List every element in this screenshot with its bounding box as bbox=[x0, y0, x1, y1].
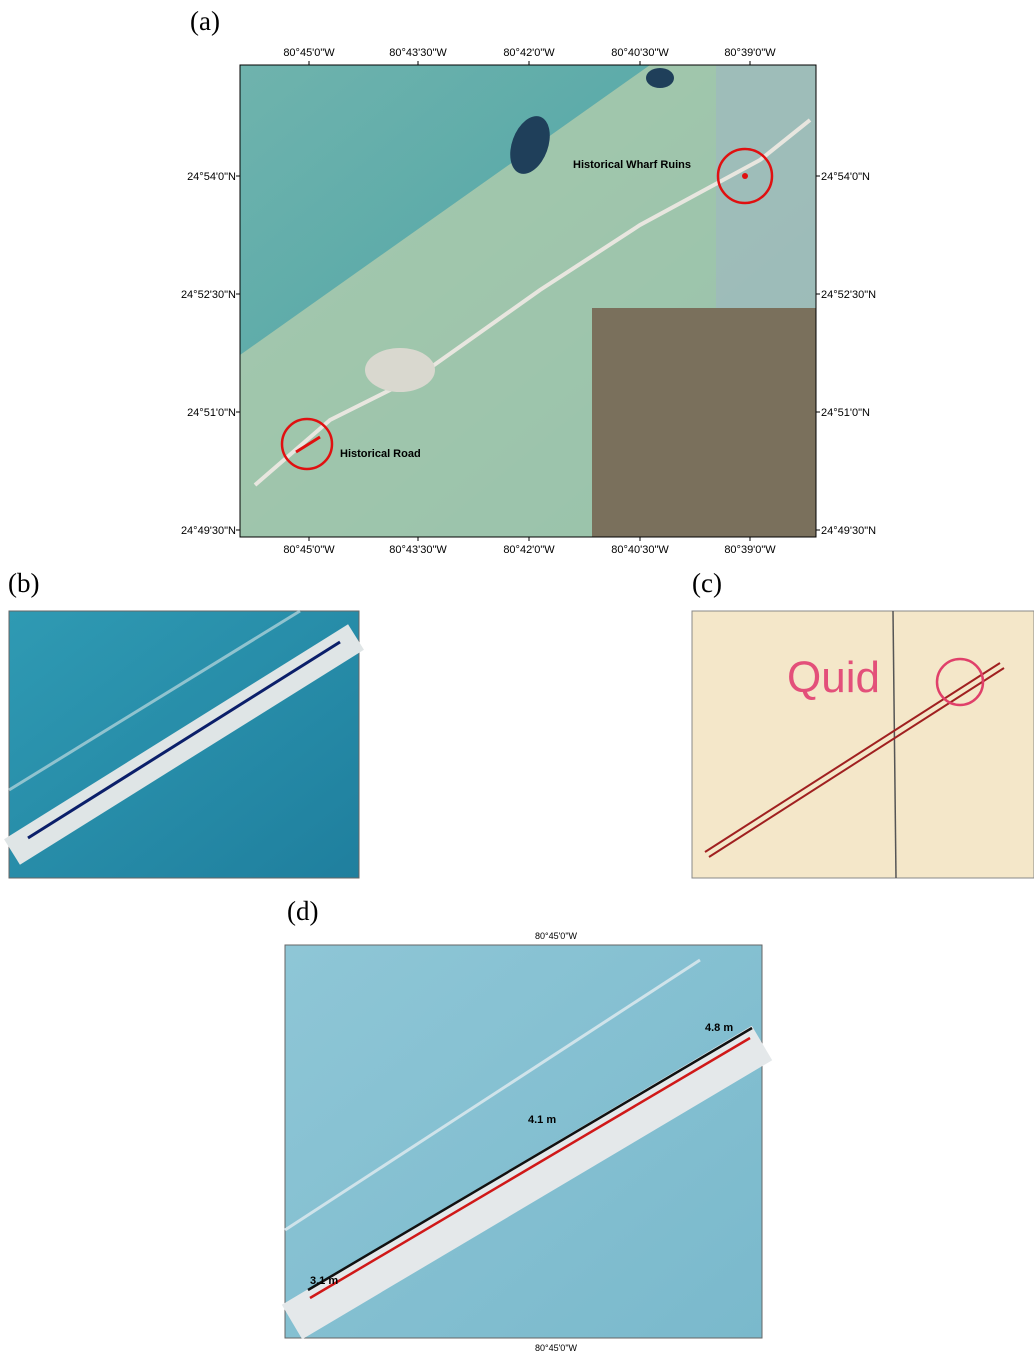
latitude-label: 24°51'0"N bbox=[187, 407, 236, 419]
latitude-label: 24°51'0"N bbox=[821, 407, 870, 419]
annotation: Historical Road bbox=[340, 448, 421, 460]
lake bbox=[646, 68, 674, 88]
latitude-label: 24°49'30"N bbox=[821, 525, 876, 537]
longitude-label: 80°43'30"W bbox=[389, 47, 447, 59]
panel-label: (b) bbox=[8, 568, 39, 598]
latitude-label: 24°54'0"N bbox=[187, 171, 236, 183]
panel-label: (d) bbox=[287, 896, 318, 926]
latitude-label: 24°52'30"N bbox=[181, 289, 236, 301]
longitude-label: 80°43'30"W bbox=[389, 544, 447, 556]
figure: (a) Historical Wharf Ruins Historical Ro… bbox=[0, 0, 1034, 1355]
latitude-label: 24°49'30"N bbox=[181, 525, 236, 537]
longitude-label: 80°40'30"W bbox=[611, 544, 669, 556]
page: (a) Historical Wharf Ruins Historical Ro… bbox=[0, 0, 1034, 1360]
measurement: 4.1 m bbox=[528, 1114, 556, 1126]
longitude-label: 80°45'0"W bbox=[535, 931, 578, 941]
longitude-label: 80°40'30"W bbox=[611, 47, 669, 59]
longitude-label: 80°42'0"W bbox=[503, 544, 555, 556]
longitude-label: 80°45'0"W bbox=[283, 47, 335, 59]
longitude-label: 80°45'0"W bbox=[535, 1343, 578, 1353]
measurement: 3.1 m bbox=[310, 1275, 338, 1287]
image-c bbox=[692, 611, 1034, 878]
latitude-label: 24°54'0"N bbox=[821, 171, 870, 183]
annotation: Historical Wharf Ruins bbox=[573, 159, 691, 171]
panel-label: (c) bbox=[692, 568, 722, 598]
historic-chart bbox=[592, 308, 816, 537]
panel-label: (a) bbox=[190, 6, 220, 36]
chart-sheet bbox=[716, 65, 816, 308]
longitude-label: 80°39'0"W bbox=[724, 47, 776, 59]
wharf-point bbox=[742, 173, 748, 179]
longitude-label: 80°45'0"W bbox=[283, 544, 335, 556]
longitude-label: 80°42'0"W bbox=[503, 47, 555, 59]
longitude-label: 80°39'0"W bbox=[724, 544, 776, 556]
latitude-label: 24°52'30"N bbox=[821, 289, 876, 301]
island bbox=[365, 348, 435, 392]
annotation: Quid bbox=[787, 653, 880, 702]
measurement: 4.8 m bbox=[705, 1022, 733, 1034]
